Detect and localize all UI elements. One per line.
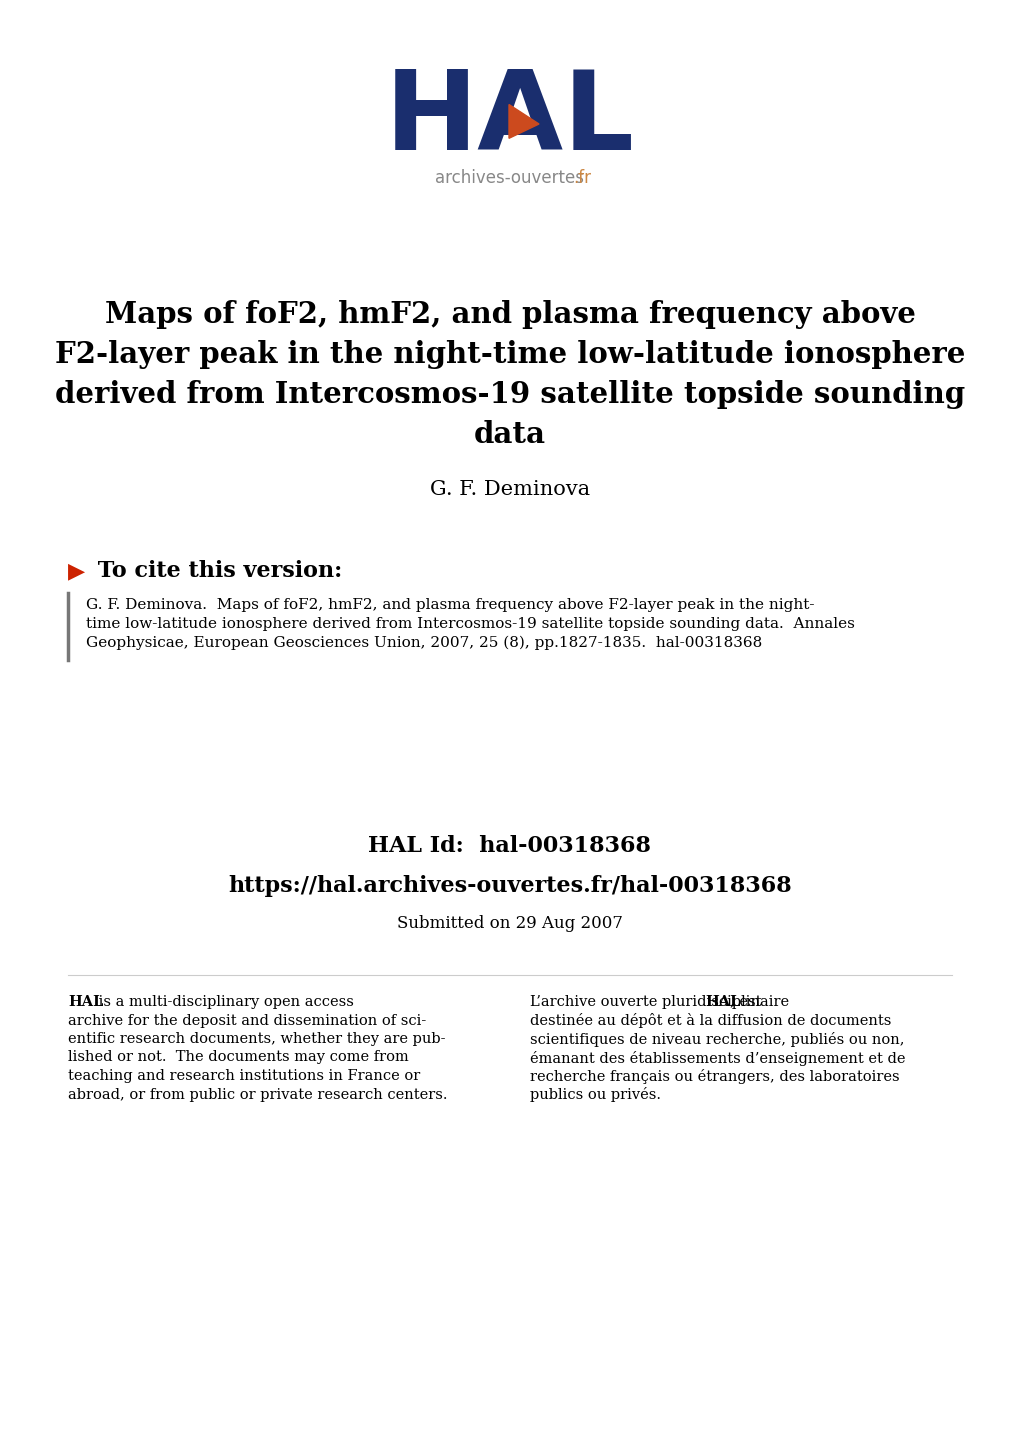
Text: abroad, or from public or private research centers.: abroad, or from public or private resear… xyxy=(68,1087,447,1102)
Text: https://hal.archives-ouvertes.fr/hal-00318368: https://hal.archives-ouvertes.fr/hal-003… xyxy=(228,875,791,897)
Text: data: data xyxy=(474,420,545,448)
Text: .fr: .fr xyxy=(573,169,590,187)
Text: ▶: ▶ xyxy=(68,559,85,583)
Text: , est: , est xyxy=(730,995,761,1009)
Text: HAL Id:  hal-00318368: HAL Id: hal-00318368 xyxy=(368,835,651,857)
Text: HAL: HAL xyxy=(68,995,103,1009)
Text: lished or not.  The documents may come from: lished or not. The documents may come fr… xyxy=(68,1051,409,1064)
Text: Submitted on 29 Aug 2007: Submitted on 29 Aug 2007 xyxy=(396,916,623,932)
Text: Maps of foF2, hmF2, and plasma frequency above: Maps of foF2, hmF2, and plasma frequency… xyxy=(105,300,914,329)
Text: destinée au dépôt et à la diffusion de documents: destinée au dépôt et à la diffusion de d… xyxy=(530,1014,891,1028)
Text: scientifiques de niveau recherche, publiés ou non,: scientifiques de niveau recherche, publi… xyxy=(530,1032,904,1047)
Text: G. F. Deminova: G. F. Deminova xyxy=(430,480,589,499)
Text: To cite this version:: To cite this version: xyxy=(90,559,342,583)
Text: HAL: HAL xyxy=(384,66,635,173)
Text: F2-layer peak in the night-time low-latitude ionosphere: F2-layer peak in the night-time low-lati… xyxy=(55,340,964,369)
Text: émanant des établissements d’enseignement et de: émanant des établissements d’enseignemen… xyxy=(530,1051,905,1066)
Text: derived from Intercosmos-19 satellite topside sounding: derived from Intercosmos-19 satellite to… xyxy=(55,381,964,410)
Text: recherche français ou étrangers, des laboratoires: recherche français ou étrangers, des lab… xyxy=(530,1069,899,1084)
Text: time low-latitude ionosphere derived from Intercosmos-19 satellite topside sound: time low-latitude ionosphere derived fro… xyxy=(86,617,854,632)
Text: publics ou privés.: publics ou privés. xyxy=(530,1087,660,1103)
Text: L’archive ouverte pluridisciplinaire: L’archive ouverte pluridisciplinaire xyxy=(530,995,793,1009)
Text: Geophysicae, European Geosciences Union, 2007, 25 (8), pp.1827-1835.  hal-003183: Geophysicae, European Geosciences Union,… xyxy=(86,636,761,650)
Text: entific research documents, whether they are pub-: entific research documents, whether they… xyxy=(68,1032,445,1045)
Text: HAL: HAL xyxy=(704,995,740,1009)
Text: archive for the deposit and dissemination of sci-: archive for the deposit and disseminatio… xyxy=(68,1014,426,1028)
Text: teaching and research institutions in France or: teaching and research institutions in Fr… xyxy=(68,1069,420,1083)
Text: G. F. Deminova.  Maps of foF2, hmF2, and plasma frequency above F2-layer peak in: G. F. Deminova. Maps of foF2, hmF2, and … xyxy=(86,598,814,611)
Polygon shape xyxy=(508,104,538,138)
Text: is a multi-disciplinary open access: is a multi-disciplinary open access xyxy=(94,995,354,1009)
Text: archives-ouvertes: archives-ouvertes xyxy=(435,169,584,187)
